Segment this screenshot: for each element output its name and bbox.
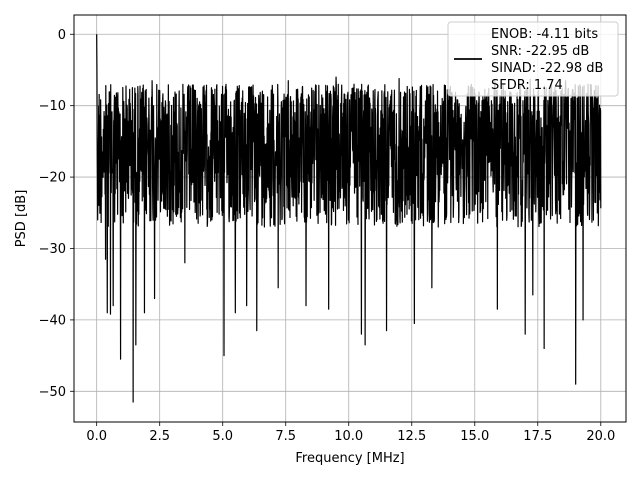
x-tick-label: 10.0	[334, 429, 363, 444]
legend-sfdr: SFDR: 1.74	[491, 78, 563, 93]
y-tick-label: 0	[58, 28, 66, 43]
x-tick-label: 7.5	[275, 429, 296, 444]
plot-frame	[73, 14, 627, 423]
x-tick-label: 20.0	[586, 429, 615, 444]
y-tick-label: −20	[39, 171, 66, 186]
y-tick-label: −30	[39, 242, 66, 257]
legend-sinad: SINAD: -22.98 dB	[491, 61, 603, 76]
x-tick-label: 15.0	[460, 429, 489, 444]
legend: ENOB: -4.11 bits SNR: -22.95 dB SINAD: -…	[447, 21, 619, 97]
x-tick-label: 12.5	[397, 429, 426, 444]
legend-enob: ENOB: -4.11 bits	[491, 27, 598, 42]
y-tick-label: −10	[39, 99, 66, 114]
x-tick-label: 2.5	[149, 429, 170, 444]
x-axis-label: Frequency [MHz]	[295, 451, 404, 466]
legend-box	[447, 21, 619, 97]
legend-snr: SNR: -22.95 dB	[491, 44, 589, 59]
y-axis-label: PSD [dB]	[14, 190, 29, 248]
x-tick-label: 0.0	[86, 429, 107, 444]
axis-ticks: 0.0 2.5 5.0 7.5 10.0 12.5 15.0 17.5 20.0 0 −10 −20 −…	[39, 28, 616, 444]
x-tick-label: 17.5	[523, 429, 552, 444]
psd-series-line	[96, 34, 602, 403]
x-tick-label: 5.0	[212, 429, 233, 444]
y-tick-label: −40	[39, 313, 66, 328]
y-tick-label: −50	[39, 385, 66, 400]
plot-data-layer	[96, 34, 602, 403]
